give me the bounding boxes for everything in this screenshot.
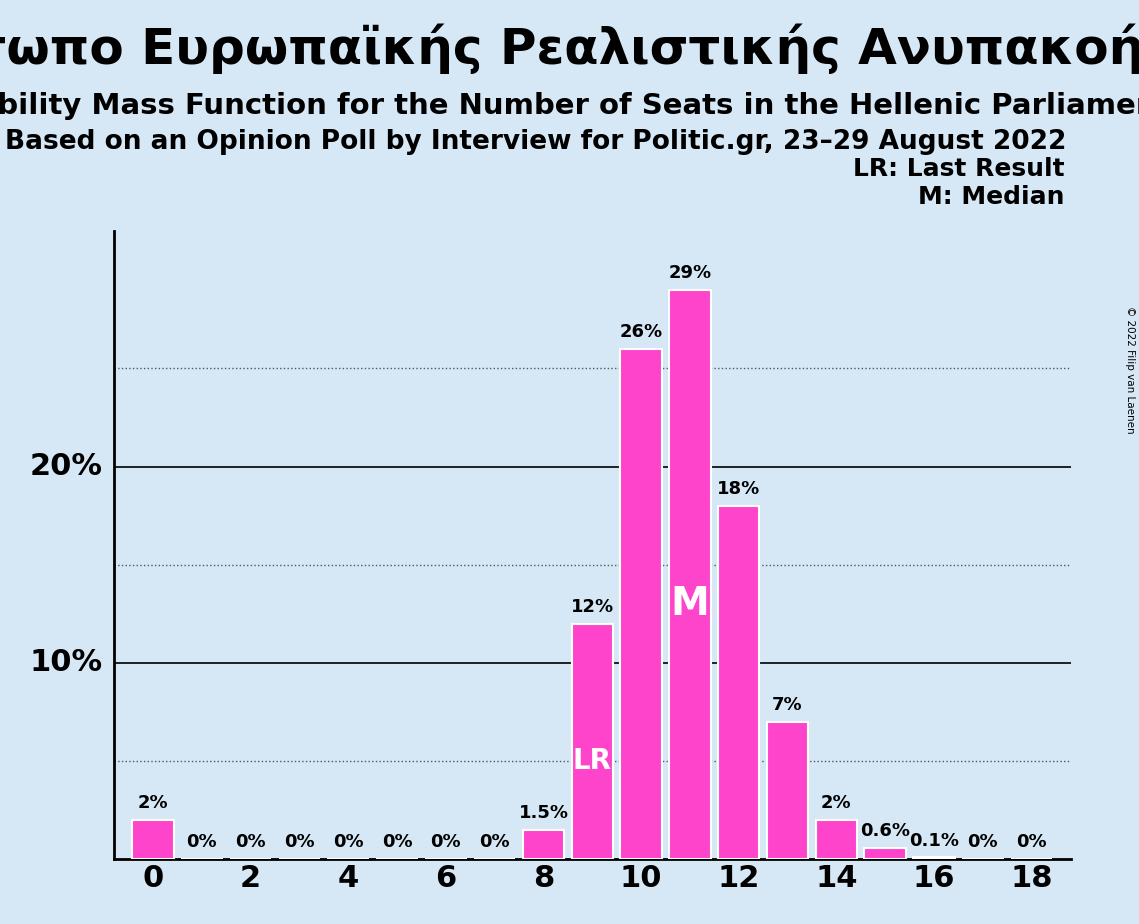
- Text: 0%: 0%: [236, 833, 265, 852]
- Bar: [767, 722, 809, 859]
- Text: 0%: 0%: [480, 833, 510, 852]
- Text: 26%: 26%: [620, 323, 663, 341]
- Bar: [718, 506, 760, 859]
- Text: 0%: 0%: [382, 833, 412, 852]
- Text: 2%: 2%: [821, 795, 852, 812]
- Bar: [621, 349, 662, 859]
- Text: 10%: 10%: [30, 649, 103, 677]
- Text: M: M: [671, 585, 710, 623]
- Text: 20%: 20%: [30, 452, 103, 481]
- Text: 0%: 0%: [187, 833, 218, 852]
- Text: LR: Last Result: LR: Last Result: [853, 157, 1065, 181]
- Text: © 2022 Filip van Laenen: © 2022 Filip van Laenen: [1125, 306, 1134, 433]
- Text: Based on an Opinion Poll by Interview for Politic.gr, 23–29 August 2022: Based on an Opinion Poll by Interview fo…: [5, 129, 1066, 155]
- Text: Probability Mass Function for the Number of Seats in the Hellenic Parliament: Probability Mass Function for the Number…: [0, 92, 1139, 120]
- Text: M: Median: M: Median: [918, 185, 1065, 209]
- Text: LR: LR: [573, 748, 612, 775]
- Bar: [816, 821, 857, 859]
- Text: Μέτωπο Ευρωπαϊκής Ρεαλιστικής Ανυπακοής: Μέτωπο Ευρωπαϊκής Ρεαλιστικής Ανυπακοής: [0, 23, 1139, 74]
- Text: 12%: 12%: [571, 598, 614, 615]
- Bar: [865, 847, 906, 859]
- Text: 0.6%: 0.6%: [860, 821, 910, 840]
- Text: 0%: 0%: [284, 833, 314, 852]
- Bar: [572, 624, 613, 859]
- Text: 18%: 18%: [718, 480, 761, 498]
- Text: 0%: 0%: [1016, 833, 1047, 852]
- Bar: [913, 857, 954, 859]
- Text: 2%: 2%: [138, 795, 169, 812]
- Text: 29%: 29%: [669, 264, 712, 282]
- Text: 0.1%: 0.1%: [909, 832, 959, 849]
- Bar: [669, 290, 711, 859]
- Text: 0%: 0%: [967, 833, 998, 852]
- Text: 1.5%: 1.5%: [518, 804, 568, 822]
- Text: 7%: 7%: [772, 696, 803, 714]
- Bar: [132, 821, 174, 859]
- Bar: [523, 830, 564, 859]
- Text: 0%: 0%: [333, 833, 363, 852]
- Text: 0%: 0%: [431, 833, 461, 852]
